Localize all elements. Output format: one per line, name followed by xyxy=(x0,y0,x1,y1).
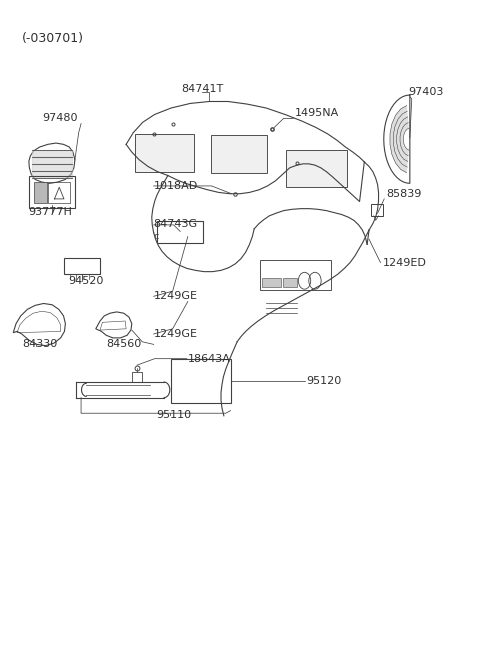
Text: 1495NA: 1495NA xyxy=(295,108,339,118)
FancyBboxPatch shape xyxy=(286,149,347,187)
Text: 84330: 84330 xyxy=(22,339,58,349)
Text: 85839: 85839 xyxy=(386,189,421,199)
FancyBboxPatch shape xyxy=(283,278,297,288)
Text: 1249GE: 1249GE xyxy=(154,291,198,301)
FancyBboxPatch shape xyxy=(211,136,266,173)
FancyBboxPatch shape xyxy=(34,182,47,203)
FancyBboxPatch shape xyxy=(135,134,194,172)
Text: 84741T: 84741T xyxy=(181,83,223,94)
Text: 94520: 94520 xyxy=(68,276,104,286)
Text: 1249ED: 1249ED xyxy=(383,257,426,267)
Text: 1018AD: 1018AD xyxy=(154,181,198,191)
Text: 1249GE: 1249GE xyxy=(154,329,198,339)
Text: 95120: 95120 xyxy=(306,376,342,386)
Text: 97403: 97403 xyxy=(408,87,444,98)
Text: 84743G: 84743G xyxy=(154,219,198,229)
Polygon shape xyxy=(393,111,408,167)
Text: 93777H: 93777H xyxy=(28,207,72,217)
Text: 97480: 97480 xyxy=(42,113,77,123)
Polygon shape xyxy=(390,105,407,173)
Polygon shape xyxy=(396,117,408,161)
Polygon shape xyxy=(400,122,409,156)
Text: (-030701): (-030701) xyxy=(22,32,84,45)
FancyBboxPatch shape xyxy=(262,278,281,288)
Text: 84560: 84560 xyxy=(106,339,142,349)
Text: 95110: 95110 xyxy=(156,410,191,420)
Text: 18643A: 18643A xyxy=(188,354,231,364)
